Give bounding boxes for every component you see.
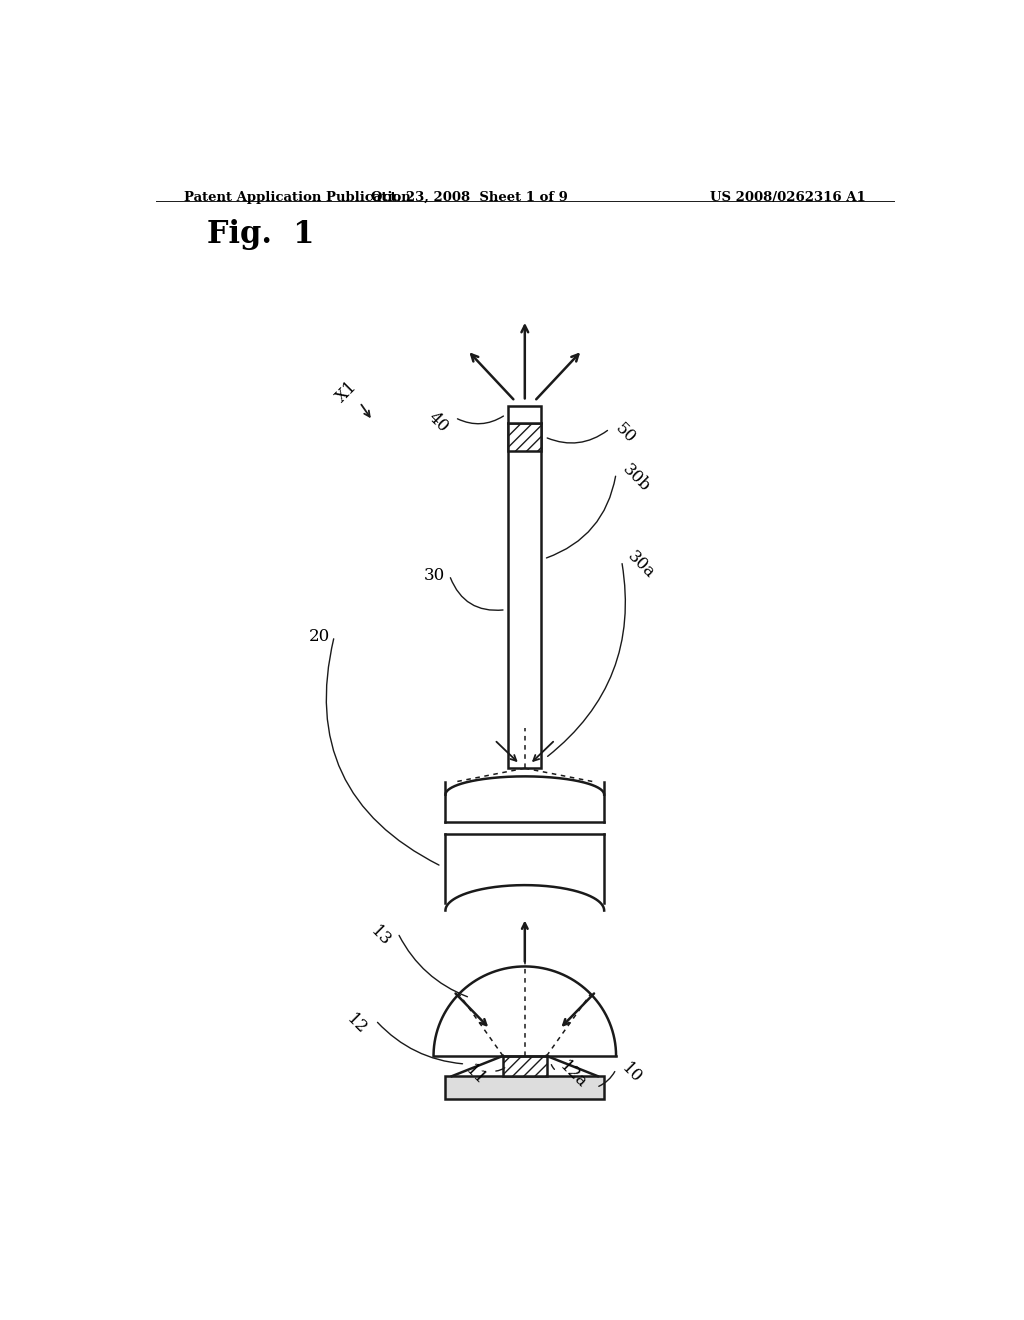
Text: 11: 11 xyxy=(462,1061,489,1089)
Text: Fig.  1: Fig. 1 xyxy=(207,219,314,251)
Text: 40: 40 xyxy=(425,409,452,436)
Polygon shape xyxy=(503,1056,547,1076)
Text: X1: X1 xyxy=(332,379,360,407)
Text: 20: 20 xyxy=(309,627,331,644)
Text: 50: 50 xyxy=(612,420,639,446)
Polygon shape xyxy=(445,1076,604,1098)
Text: 30: 30 xyxy=(424,566,445,583)
Text: 12a: 12a xyxy=(557,1059,591,1092)
Text: 30a: 30a xyxy=(624,548,658,582)
Text: 30b: 30b xyxy=(618,461,653,496)
Polygon shape xyxy=(508,422,542,768)
Polygon shape xyxy=(508,422,542,451)
Text: US 2008/0262316 A1: US 2008/0262316 A1 xyxy=(711,191,866,203)
Text: Oct. 23, 2008  Sheet 1 of 9: Oct. 23, 2008 Sheet 1 of 9 xyxy=(371,191,567,203)
Polygon shape xyxy=(508,407,542,422)
Text: 10: 10 xyxy=(618,1060,645,1086)
Text: 13: 13 xyxy=(367,923,394,949)
Text: 12: 12 xyxy=(343,1011,370,1038)
Text: Patent Application Publication: Patent Application Publication xyxy=(183,191,411,203)
